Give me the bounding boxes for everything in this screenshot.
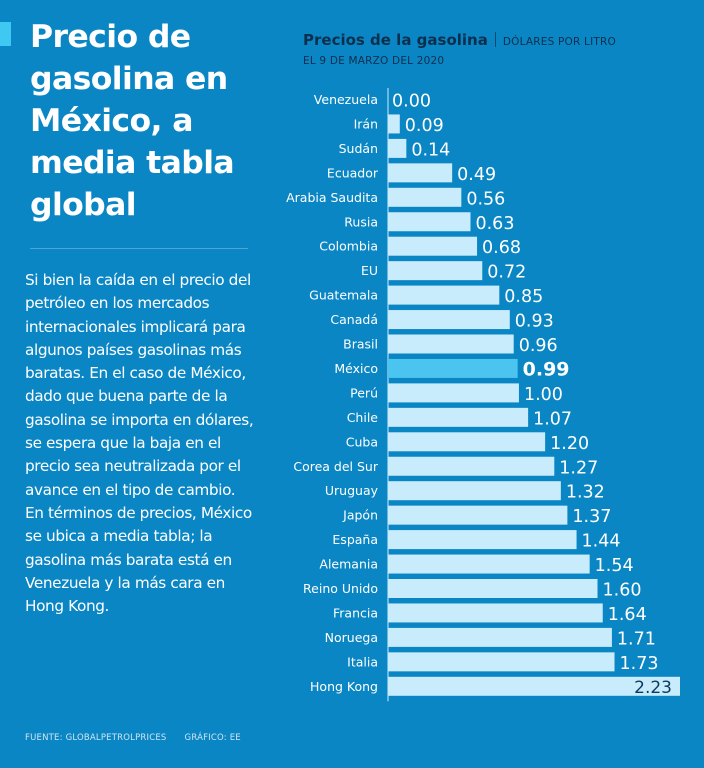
footer-credit: GRÁFICO: EE <box>184 733 241 743</box>
chart-subtitle: EL 9 DE MARZO DEL 2020 <box>303 55 445 67</box>
category-label-11: México <box>334 361 378 376</box>
value-label-10: 0.96 <box>519 336 558 356</box>
category-label-2: Sudán <box>339 141 378 156</box>
category-label-0: Venezuela <box>314 92 378 107</box>
category-label-24: Hong Kong <box>310 679 378 694</box>
bar-15 <box>388 456 555 476</box>
bar-2 <box>388 138 407 158</box>
value-label-3: 0.49 <box>457 165 496 185</box>
value-label-23: 1.73 <box>620 654 659 674</box>
category-label-17: Japón <box>342 508 378 523</box>
value-label-4: 0.56 <box>466 189 505 209</box>
bar-11 <box>388 358 518 378</box>
headline: Precio de gasolina en México, a media ta… <box>30 19 235 223</box>
category-label-3: Ecuador <box>327 165 379 180</box>
title-separator <box>494 32 496 47</box>
divider <box>30 248 248 249</box>
category-label-22: Noruega <box>325 630 378 645</box>
value-label-5: 0.63 <box>475 214 514 234</box>
category-label-19: Alemania <box>319 557 378 572</box>
bar-4 <box>388 187 462 207</box>
bar-6 <box>388 236 478 256</box>
value-label-21: 1.64 <box>608 605 647 625</box>
category-label-8: Guatemala <box>309 288 378 303</box>
category-label-23: Italia <box>347 654 378 669</box>
category-label-13: Chile <box>347 410 379 425</box>
bar-19 <box>388 554 590 574</box>
category-label-12: Perú <box>350 385 378 400</box>
bar-8 <box>388 285 500 305</box>
bar-5 <box>388 212 471 232</box>
category-label-14: Cuba <box>346 434 378 449</box>
category-label-9: Canadá <box>330 312 378 327</box>
value-label-8: 0.85 <box>504 287 543 307</box>
value-label-20: 1.60 <box>603 581 642 601</box>
category-label-18: España <box>332 532 378 547</box>
category-label-20: Reino Unido <box>303 581 378 596</box>
value-label-17: 1.37 <box>572 507 611 527</box>
category-label-1: Irán <box>354 116 378 131</box>
category-label-10: Brasil <box>343 337 378 352</box>
chart-title: Precios de la gasolina DÓLARES POR LITRO <box>303 30 616 49</box>
bar-1 <box>388 114 400 134</box>
bar-3 <box>388 163 453 183</box>
bar-7 <box>388 261 483 281</box>
footer: FUENTE: GLOBALPETROLPRICES GRÁFICO: EE <box>25 733 241 743</box>
value-label-11: 0.99 <box>523 358 570 380</box>
category-label-16: Uruguay <box>325 483 379 498</box>
value-label-13: 1.07 <box>533 409 572 429</box>
footer-source: FUENTE: GLOBALPETROLPRICES <box>25 733 167 743</box>
value-label-9: 0.93 <box>515 312 554 332</box>
value-label-0: 0.00 <box>392 92 431 112</box>
value-label-19: 1.54 <box>595 556 634 576</box>
value-label-16: 1.32 <box>566 483 605 503</box>
chart-title-text: Precios de la gasolina <box>303 31 488 49</box>
value-label-7: 0.72 <box>487 263 526 283</box>
bar-24 <box>388 676 680 696</box>
bar-22 <box>388 627 612 647</box>
bar-14 <box>388 432 546 452</box>
value-label-1: 0.09 <box>405 116 444 136</box>
bar-9 <box>388 310 510 330</box>
category-label-4: Arabia Saudita <box>286 190 378 205</box>
bar-13 <box>388 407 529 427</box>
value-label-18: 1.44 <box>582 532 621 552</box>
body-text: Si bien la caída en el precio del petról… <box>25 271 254 616</box>
category-label-5: Rusia <box>344 214 378 229</box>
category-label-21: Francia <box>333 605 378 620</box>
bar-10 <box>388 334 514 354</box>
bar-17 <box>388 505 568 525</box>
value-label-24: 2.23 <box>634 678 672 698</box>
bar-20 <box>388 579 598 598</box>
value-label-22: 1.71 <box>617 629 656 649</box>
value-label-2: 0.14 <box>411 140 450 160</box>
bar-23 <box>388 652 615 672</box>
value-label-15: 1.27 <box>559 458 598 478</box>
chart-unit: DÓLARES POR LITRO <box>502 36 616 48</box>
value-label-14: 1.20 <box>550 434 589 454</box>
category-label-15: Corea del Sur <box>293 459 378 474</box>
accent-bar <box>0 22 11 46</box>
bar-12 <box>388 383 519 403</box>
category-label-6: Colombia <box>319 239 378 254</box>
bar-18 <box>388 530 577 550</box>
value-label-12: 1.00 <box>524 385 563 405</box>
bar-16 <box>388 481 561 501</box>
category-label-7: EU <box>361 263 378 278</box>
bar-21 <box>388 603 603 623</box>
value-label-6: 0.68 <box>482 238 521 258</box>
